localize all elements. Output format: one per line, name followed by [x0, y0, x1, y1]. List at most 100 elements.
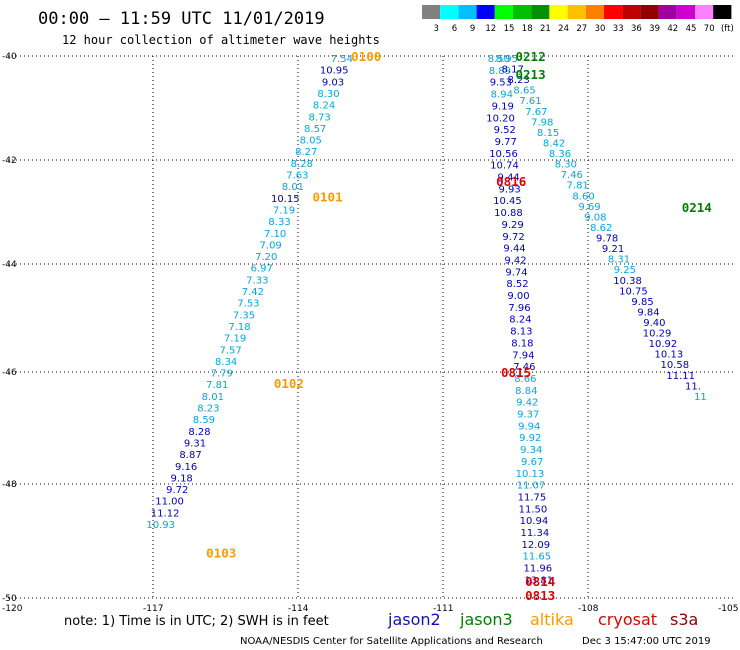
swh-value-label: 7.94 [512, 350, 534, 361]
swh-value-label: 8.57 [304, 124, 326, 135]
swh-value-label: 9.74 [505, 267, 527, 278]
swh-value-label: 9.52 [494, 125, 516, 136]
swh-value-label: 8.73 [308, 112, 330, 123]
swh-value-label: 7.35 [233, 310, 255, 321]
swh-value-label: 8.66 [514, 374, 536, 385]
color-swatch [585, 5, 604, 19]
time-label: 0102 [274, 376, 304, 391]
axis-tick-labels: -40 -42 -44 -46 -48 -50-120 -117 -114 -111 -108 -1… [2, 52, 738, 614]
swh-value-label: 8.89 [489, 66, 511, 77]
swh-value-label: 7.96 [508, 303, 530, 314]
time-markers: 0100 0101 0102 0103 0212 0213 0214 0816 0815 0814… [206, 49, 712, 603]
time-label: 0103 [206, 545, 236, 560]
swh-value-label: 10.45 [493, 196, 522, 207]
time-label: 0213 [516, 67, 546, 82]
swh-value-label: 10.58 [660, 360, 689, 371]
color-scale-label: 45 [686, 24, 697, 34]
time-label: 0813 [525, 588, 555, 603]
swh-value-label: 11.50 [519, 504, 548, 515]
swh-value-label: 8.18 [511, 338, 533, 349]
swh-value-label: 10.56 [489, 149, 518, 160]
swh-value-label: 10.92 [649, 339, 678, 350]
y-tick-label: -40 [2, 52, 17, 62]
swh-value-label: 10.13 [655, 350, 684, 361]
grid-lines [8, 55, 736, 599]
legend-entry-jason2: jason2 [387, 610, 441, 629]
swh-value-label: 10.88 [494, 208, 523, 219]
swh-value-label: 9.84 [637, 307, 659, 318]
color-swatch [422, 5, 441, 19]
swh-value-label: 11.07 [517, 481, 546, 492]
swh-value-label: 8.31 [608, 255, 630, 266]
legend-entry-altika: altika [530, 610, 574, 629]
color-swatch [476, 5, 495, 19]
color-scale-label: 70 [704, 24, 715, 34]
chart-title: 00:00 – 11:59 UTC 11/01/2019 [38, 9, 325, 29]
x-tick-label: -108 [578, 604, 599, 614]
color-scale-label: 30 [595, 24, 606, 34]
color-swatch [531, 5, 550, 19]
color-scale-label: 12 [485, 24, 496, 34]
swh-value-label: 8.60 [572, 191, 594, 202]
swh-value-label: 7.19 [273, 205, 295, 216]
color-swatch [567, 5, 586, 19]
swh-value-label: 10.15 [271, 194, 300, 205]
color-scale-label: (ft) [721, 24, 734, 34]
swh-value-label: 10.38 [613, 276, 642, 287]
color-scale-label: 42 [667, 24, 678, 34]
swh-value-label: 11. [685, 381, 701, 392]
swh-value-label: 8.65 [513, 86, 535, 97]
swh-value-label: 9.21 [602, 244, 624, 255]
color-swatch [713, 5, 732, 19]
color-scale-label: 36 [631, 24, 642, 34]
swh-value-label: 9.00 [507, 291, 529, 302]
time-label: 0212 [516, 49, 546, 64]
swh-value-label: 7.46 [561, 170, 583, 181]
swh-value-label: 9.92 [519, 433, 541, 444]
swh-value-label: 9.19 [492, 101, 514, 112]
swh-value-label: 9.25 [614, 265, 636, 276]
swh-value-label: 8.17 [502, 65, 524, 76]
color-swatch [640, 5, 659, 19]
swh-value-label: 7.42 [242, 287, 264, 298]
chart-subtitle: 12 hour collection of altimeter wave hei… [62, 33, 380, 47]
swh-value-label: 9.08 [584, 212, 606, 223]
swh-value-label: 9.77 [495, 137, 517, 148]
swh-value-label: 9.93 [499, 184, 521, 195]
swh-value-label: 8.33 [268, 217, 290, 228]
swh-value-label: 10.20 [486, 113, 515, 124]
swh-value-label: 9.85 [631, 297, 653, 308]
color-scale-label: 39 [649, 24, 660, 34]
swh-value-label: 8.01 [282, 182, 304, 193]
swh-value-label: 9.78 [596, 234, 618, 245]
swh-value-label: 7.46 [513, 362, 535, 373]
swh-value-label: 8.87 [179, 450, 201, 461]
swh-value-label: 10.29 [643, 329, 672, 340]
swh-value-label: 10.75 [619, 286, 648, 297]
swh-value-label: 7.19 [224, 334, 246, 345]
color-swatch [513, 5, 532, 19]
swh-value-label: 8.84 [515, 386, 537, 397]
color-swatch [622, 5, 641, 19]
color-scale-label: 3 [433, 24, 438, 34]
swh-value-label: 6.97 [251, 264, 273, 275]
color-scale-label: 27 [576, 24, 587, 34]
x-tick-label: -114 [288, 604, 309, 614]
swh-value-label: 7.54 [331, 54, 353, 65]
swh-value-label: 7.79 [211, 369, 233, 380]
swh-value-label: 9.16 [175, 462, 197, 473]
swh-value-label: 13.81 [524, 575, 553, 586]
legend-entry-cryosat: cryosat [598, 610, 657, 629]
swh-value-label: 8.23 [197, 404, 219, 415]
swh-value-label: 8.62 [590, 223, 612, 234]
swh-value-label: 8.13 [510, 327, 532, 338]
swh-value-label: 11 [694, 392, 707, 403]
color-swatch [494, 5, 513, 19]
swh-value-label: 9.18 [171, 473, 193, 484]
swh-value-label: 11.96 [523, 564, 552, 575]
swh-value-label: 9.53 [490, 78, 512, 89]
swh-value-label: 10.94 [520, 516, 549, 527]
swh-value-label: 7.33 [246, 275, 268, 286]
swh-value-label: 8.27 [295, 147, 317, 158]
swh-value-label: 7.18 [228, 322, 250, 333]
